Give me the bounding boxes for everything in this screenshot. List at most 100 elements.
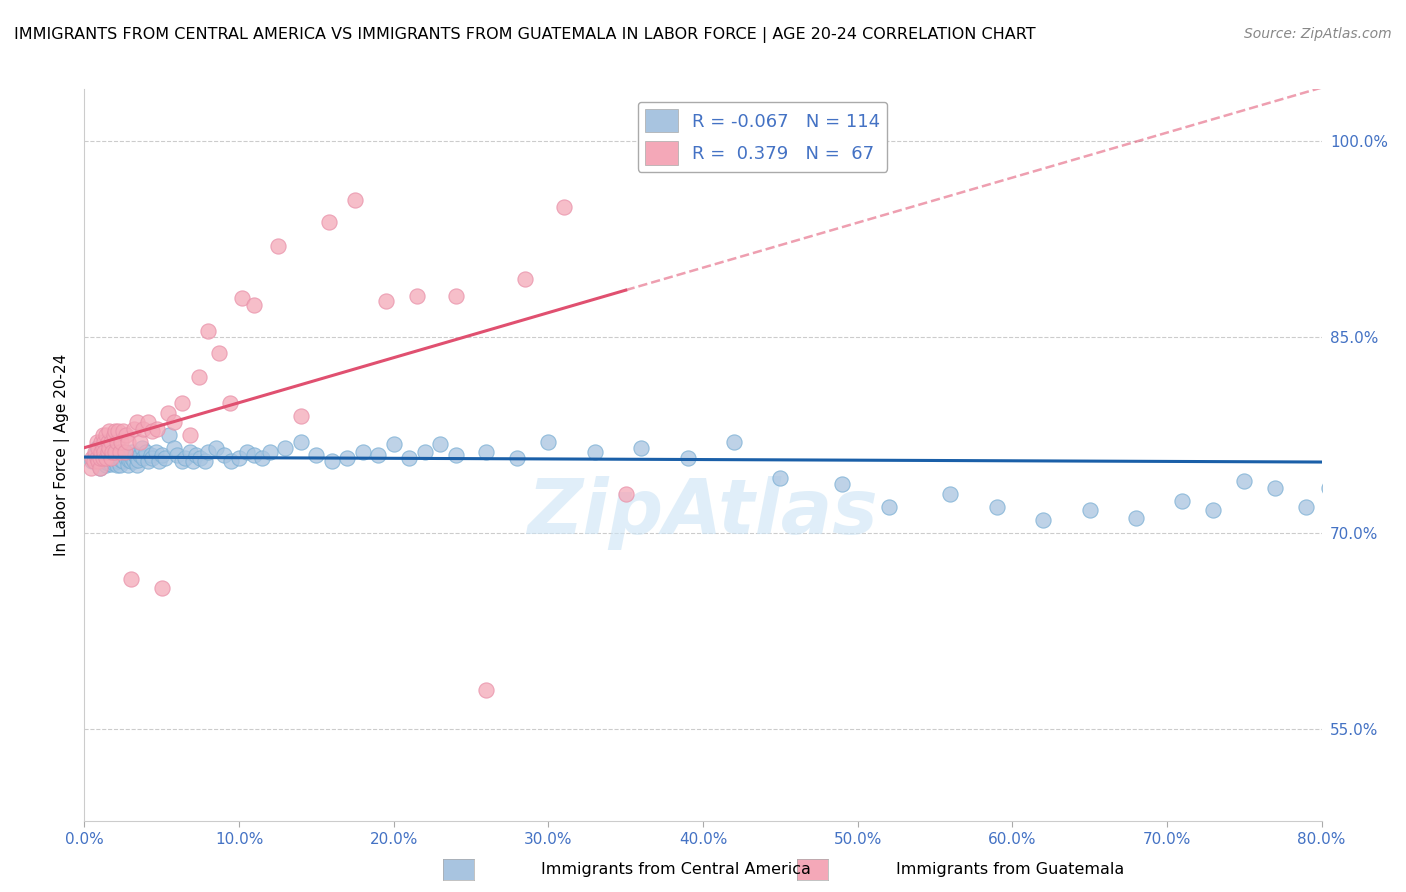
- Point: [413, 445, 436, 459]
- Point: [475, 683, 498, 698]
- Point: [122, 422, 145, 436]
- Point: [112, 445, 135, 459]
- Point: [197, 324, 219, 338]
- Point: [986, 500, 1008, 515]
- Point: [166, 448, 188, 462]
- Point: [170, 454, 193, 468]
- Point: [159, 428, 181, 442]
- Point: [1264, 481, 1286, 495]
- Point: [93, 445, 115, 459]
- Point: [104, 448, 127, 462]
- Point: [86, 442, 108, 456]
- Point: [105, 450, 128, 465]
- Point: [79, 461, 101, 475]
- Point: [537, 434, 560, 449]
- Point: [553, 200, 575, 214]
- Point: [429, 437, 451, 451]
- Point: [153, 450, 176, 465]
- Point: [91, 444, 114, 458]
- Point: [97, 434, 120, 449]
- Point: [243, 298, 266, 312]
- Point: [117, 458, 139, 473]
- Text: Source: ZipAtlas.com: Source: ZipAtlas.com: [1244, 27, 1392, 41]
- Point: [105, 458, 128, 473]
- Point: [150, 448, 173, 462]
- Point: [110, 453, 132, 467]
- Point: [107, 454, 129, 468]
- Point: [132, 422, 155, 436]
- Point: [769, 471, 792, 485]
- Point: [98, 442, 121, 456]
- Point: [336, 450, 359, 465]
- Point: [100, 450, 122, 465]
- Point: [218, 395, 240, 409]
- Point: [187, 369, 209, 384]
- Point: [170, 395, 193, 409]
- Point: [103, 456, 125, 470]
- Point: [91, 428, 114, 442]
- Point: [444, 288, 467, 302]
- Point: [1125, 510, 1147, 524]
- Point: [83, 454, 105, 468]
- Point: [583, 445, 606, 459]
- Point: [112, 425, 135, 439]
- Point: [831, 476, 853, 491]
- Point: [105, 434, 128, 449]
- Point: [86, 450, 108, 465]
- Point: [148, 454, 170, 468]
- Point: [121, 450, 143, 465]
- Point: [93, 434, 115, 449]
- Point: [108, 450, 131, 465]
- Point: [128, 453, 150, 467]
- Point: [117, 434, 139, 449]
- Point: [290, 434, 312, 449]
- Point: [125, 450, 148, 465]
- Point: [205, 442, 228, 456]
- Point: [89, 442, 111, 456]
- Point: [367, 448, 389, 462]
- Point: [97, 450, 120, 465]
- Point: [132, 450, 155, 465]
- Point: [1341, 135, 1364, 149]
- Point: [120, 572, 142, 586]
- Point: [406, 288, 429, 302]
- Point: [94, 448, 117, 462]
- Point: [98, 445, 121, 459]
- Point: [129, 448, 152, 462]
- Point: [614, 487, 637, 501]
- Point: [115, 450, 138, 465]
- Point: [101, 450, 124, 465]
- Point: [100, 457, 122, 471]
- Point: [129, 434, 152, 449]
- Point: [163, 442, 186, 456]
- Point: [197, 445, 219, 459]
- Point: [1295, 500, 1317, 515]
- Point: [318, 215, 340, 229]
- Point: [90, 448, 112, 462]
- Point: [228, 450, 250, 465]
- Point: [104, 445, 127, 459]
- Point: [114, 448, 136, 462]
- Point: [877, 500, 900, 515]
- Point: [101, 445, 124, 459]
- Point: [91, 454, 114, 468]
- Point: [120, 448, 142, 462]
- Point: [97, 445, 120, 459]
- Point: [101, 445, 124, 459]
- Point: [87, 448, 110, 462]
- Point: [156, 406, 179, 420]
- Point: [124, 448, 146, 462]
- Point: [112, 454, 135, 468]
- Point: [139, 448, 162, 462]
- Point: [515, 271, 537, 285]
- Text: IMMIGRANTS FROM CENTRAL AMERICA VS IMMIGRANTS FROM GUATEMALA IN LABOR FORCE | AG: IMMIGRANTS FROM CENTRAL AMERICA VS IMMIG…: [14, 27, 1036, 43]
- Point: [90, 454, 112, 468]
- Point: [1202, 503, 1225, 517]
- Point: [506, 450, 529, 465]
- Point: [104, 425, 127, 439]
- Point: [107, 448, 129, 462]
- Point: [184, 448, 207, 462]
- Point: [252, 450, 274, 465]
- Point: [91, 442, 114, 456]
- Point: [676, 450, 699, 465]
